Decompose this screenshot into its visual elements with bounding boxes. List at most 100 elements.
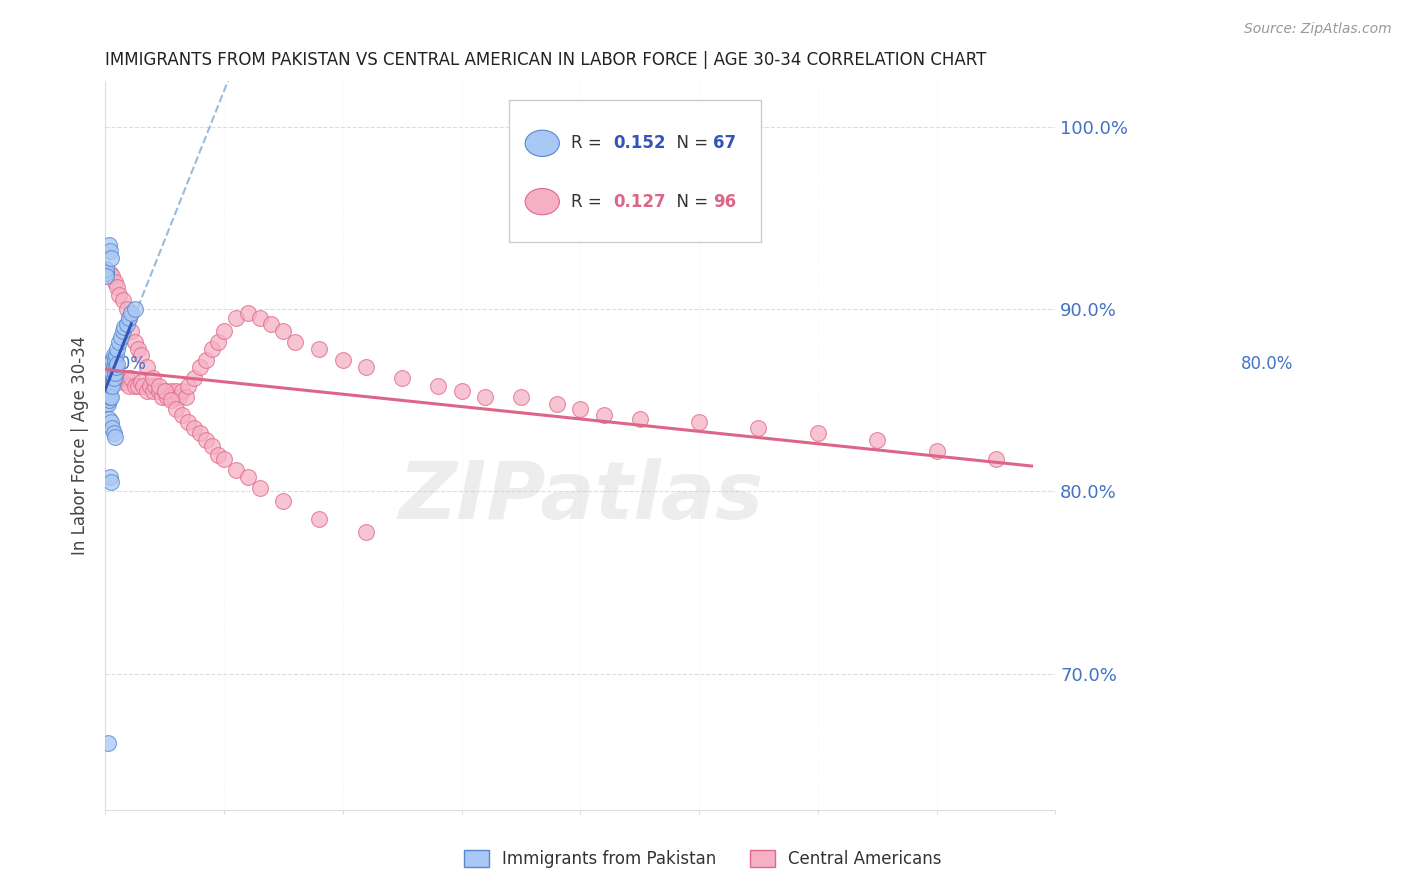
Point (98, 366, 121, 380)
Text: 0.127: 0.127 (613, 193, 666, 211)
Point (98, 390, 121, 404)
Point (153, 384, 176, 399)
Point (98, 244, 121, 258)
Point (124, 302, 146, 317)
Point (356, 524, 378, 539)
Point (195, 353, 218, 368)
Point (100, 415, 122, 429)
Point (100, 366, 122, 380)
Point (236, 470, 259, 484)
Point (101, 353, 124, 368)
Point (101, 360, 124, 375)
Point (474, 390, 496, 404)
Circle shape (526, 188, 560, 215)
Point (148, 378, 170, 392)
Point (546, 397, 568, 411)
Point (97, 375, 120, 389)
Text: Source: ZipAtlas.com: Source: ZipAtlas.com (1244, 22, 1392, 37)
Text: N =: N = (666, 193, 713, 211)
Point (167, 390, 190, 404)
Point (112, 293, 135, 307)
Point (100, 251, 122, 265)
Point (97, 390, 120, 404)
Point (332, 353, 354, 368)
Point (97, 384, 120, 399)
Point (249, 311, 271, 326)
Point (628, 411, 651, 425)
Point (124, 378, 146, 392)
Point (747, 420, 769, 434)
Point (97, 736, 120, 750)
Point (207, 334, 229, 349)
Point (108, 371, 131, 385)
Point (195, 434, 218, 448)
Point (129, 348, 152, 362)
Point (97, 378, 120, 392)
Point (115, 371, 138, 385)
Point (97, 371, 120, 385)
Point (104, 353, 127, 368)
Point (96, 384, 118, 399)
Point (166, 384, 188, 399)
Point (110, 329, 132, 343)
Point (101, 420, 124, 434)
Point (103, 348, 125, 362)
Point (163, 390, 186, 404)
Point (201, 343, 224, 357)
Point (807, 426, 830, 441)
Point (105, 280, 128, 294)
Point (100, 378, 122, 392)
Point (108, 287, 131, 301)
Point (120, 324, 142, 338)
Point (101, 269, 124, 284)
Point (115, 302, 138, 317)
Point (118, 378, 141, 392)
Point (103, 360, 125, 375)
Point (127, 378, 149, 392)
Point (225, 311, 247, 326)
Point (127, 343, 149, 357)
Point (177, 415, 200, 429)
Point (142, 371, 165, 385)
Text: 0.0%: 0.0% (105, 355, 148, 373)
Point (172, 384, 194, 399)
Point (97, 357, 120, 371)
Point (183, 371, 205, 385)
Point (100, 390, 122, 404)
Point (96, 397, 118, 411)
Point (112, 320, 135, 334)
Point (104, 366, 127, 380)
Point (284, 334, 307, 349)
Point (105, 343, 128, 357)
Point (97, 366, 120, 380)
Text: R =: R = (571, 135, 607, 153)
Point (97, 384, 120, 399)
Text: R =: R = (571, 193, 607, 211)
Point (100, 475, 122, 490)
Point (135, 360, 157, 375)
Point (174, 390, 197, 404)
Point (104, 360, 127, 375)
Point (105, 357, 128, 371)
Point (100, 366, 122, 380)
Point (391, 371, 413, 385)
Text: 96: 96 (713, 193, 737, 211)
Point (569, 402, 592, 417)
Point (984, 451, 1007, 466)
Point (132, 378, 155, 392)
Point (97, 366, 120, 380)
Point (426, 378, 449, 392)
Point (97, 238, 120, 252)
Point (97, 397, 120, 411)
Point (96, 266, 118, 280)
Text: N =: N = (666, 135, 713, 153)
Point (124, 334, 146, 349)
Point (96, 266, 118, 280)
Point (236, 306, 259, 320)
Point (148, 384, 170, 399)
Point (135, 384, 157, 399)
Point (97, 357, 120, 371)
Point (105, 371, 128, 385)
Point (108, 334, 131, 349)
Text: IMMIGRANTS FROM PAKISTAN VS CENTRAL AMERICAN IN LABOR FORCE | AGE 30-34 CORRELAT: IMMIGRANTS FROM PAKISTAN VS CENTRAL AMER… (105, 51, 987, 69)
